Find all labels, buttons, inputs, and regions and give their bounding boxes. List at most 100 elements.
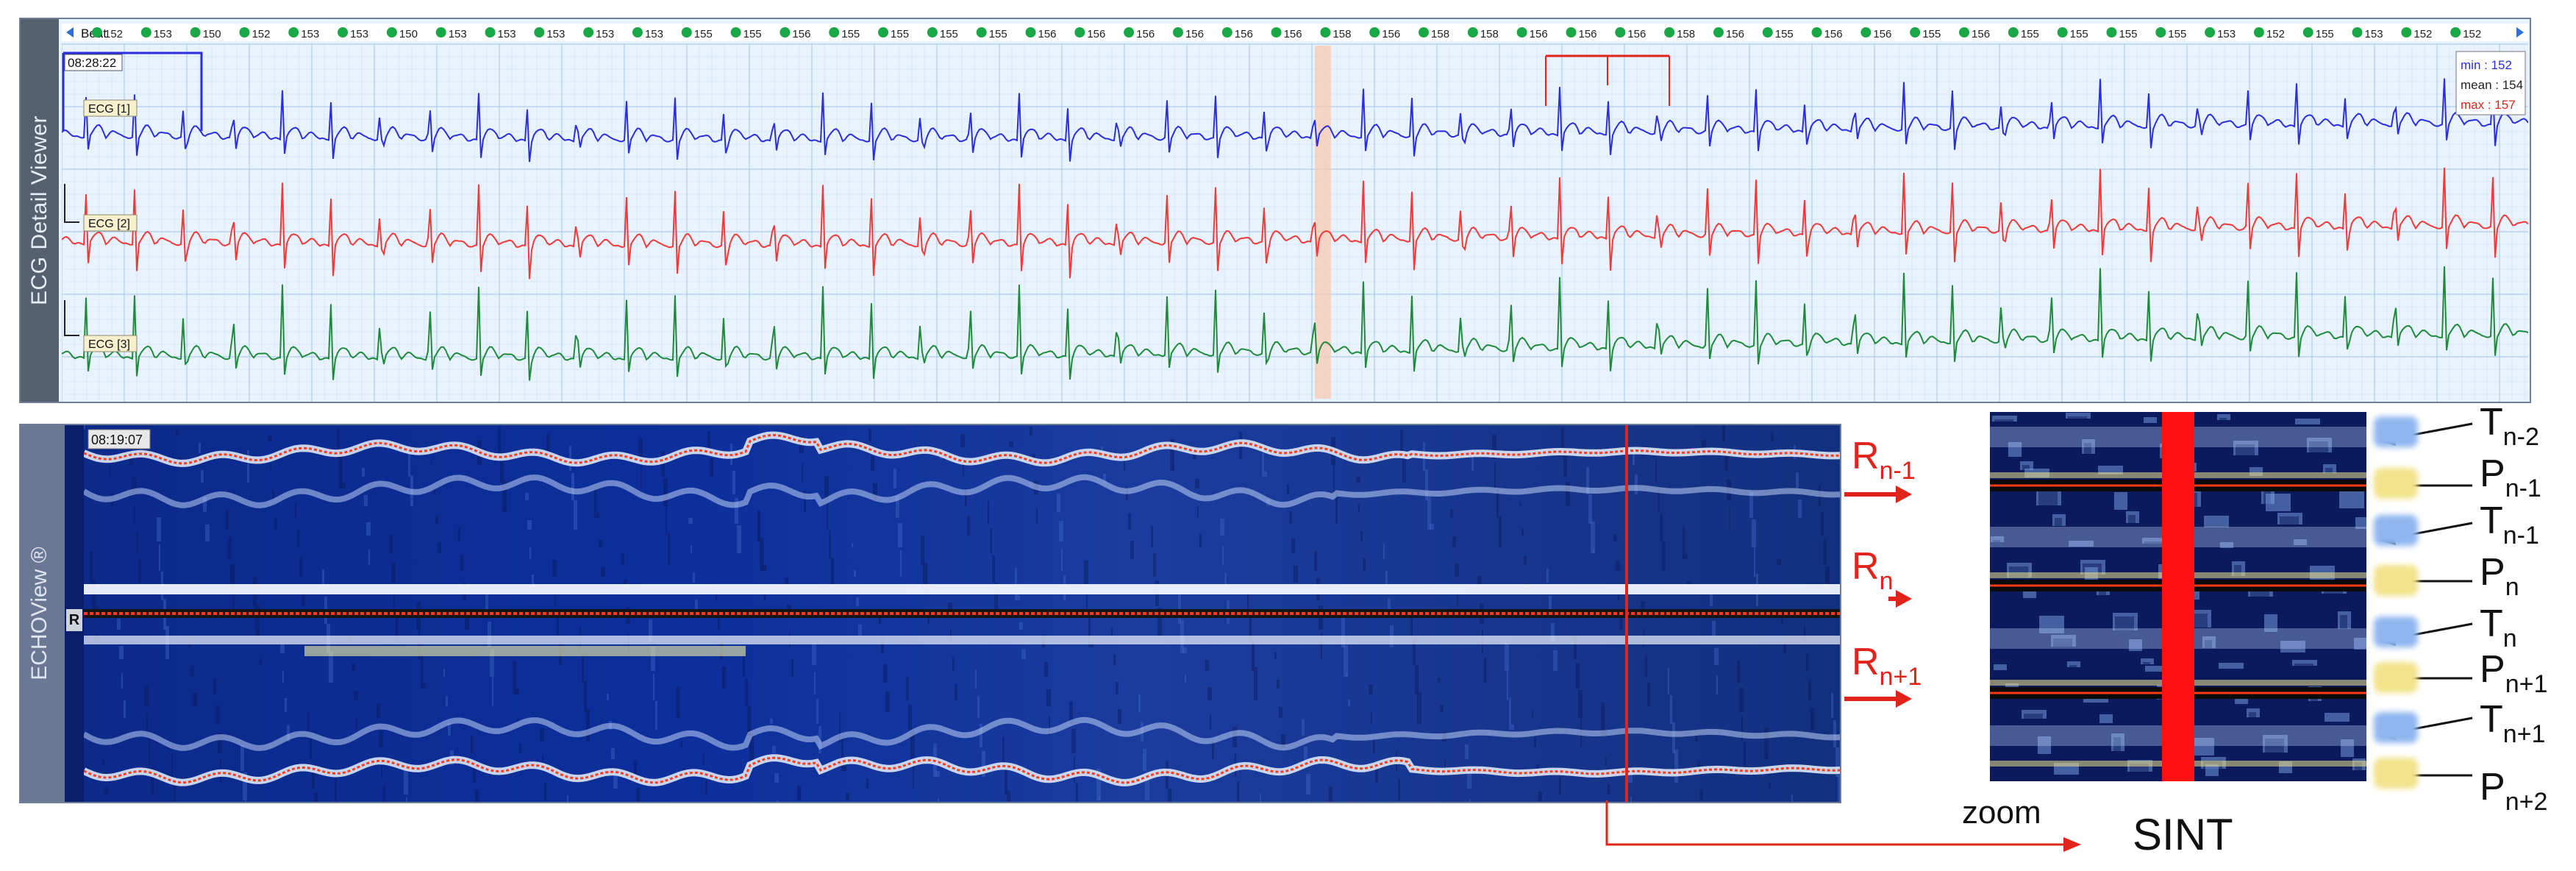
- beat-marker: [140, 27, 151, 38]
- beat-marker: [2253, 27, 2264, 38]
- beat-marker: [829, 27, 840, 38]
- beat-marker: [1419, 27, 1430, 38]
- ecg-trace-1: [62, 78, 2528, 163]
- channel-label-1: ECG [1]: [83, 99, 138, 117]
- p-label-n+1: Pn+1: [2480, 648, 2548, 698]
- ecg-viewer-title: ECG Detail Viewer: [27, 115, 51, 306]
- stat-min: min : 152: [2461, 58, 2512, 72]
- beat-value: 155: [2168, 28, 2186, 40]
- beat-value: 156: [1972, 28, 1990, 40]
- beat-marker: [1811, 27, 1822, 38]
- p-glow-4: [2374, 758, 2418, 789]
- beat-value: 153: [645, 28, 663, 40]
- ecg-traces: [62, 78, 2528, 381]
- echoview-sidebar: ECHOView ®: [21, 425, 65, 802]
- beat-value: 156: [1185, 28, 1204, 40]
- r-label-n: Rn: [1852, 545, 1894, 595]
- svg-text:ECG [1]: ECG [1]: [88, 103, 130, 115]
- beat-value: 152: [251, 28, 270, 40]
- channel-label-3: ECG [3]: [64, 300, 138, 352]
- beat-values: 152 153 150 152 153 153 150 153 153 153 153 153 155 1…: [92, 27, 2481, 40]
- beat-value: 156: [1038, 28, 1057, 40]
- beat-bar-background: [62, 24, 2528, 41]
- p-glow-1: [2374, 468, 2418, 499]
- svg-text:ECG [3]: ECG [3]: [88, 338, 130, 351]
- beat-marker: [435, 27, 446, 38]
- t-label-n: Tn: [2480, 602, 2517, 653]
- beat-marker: [2155, 27, 2166, 38]
- beat-value: 152: [2413, 28, 2432, 40]
- beat-selection-bracket[interactable]: [1545, 54, 1670, 106]
- beat-value: 156: [1627, 28, 1646, 40]
- channel-label-2: ECG [2]: [64, 184, 138, 232]
- ecg-traces-canvas[interactable]: Beat 15215315015215315315015315315315315…: [62, 19, 2528, 402]
- beat-marker: [927, 27, 938, 38]
- beat-value: 155: [694, 28, 713, 40]
- t-glow-3: [2374, 616, 2418, 647]
- beat-value: 155: [841, 28, 860, 40]
- beat-marker: [1516, 27, 1527, 38]
- p-label-n-1: Pn-1: [2480, 452, 2541, 502]
- beat-marker: [534, 27, 545, 38]
- beat-marker: [2352, 27, 2363, 38]
- beat-marker: [1369, 27, 1380, 38]
- beat-value: 150: [399, 28, 418, 40]
- beat-marker: [779, 27, 791, 38]
- beat-bar[interactable]: Beat 15215315015215315315015315315315315…: [62, 24, 2528, 41]
- beat-value: 153: [2365, 28, 2383, 40]
- echo-image[interactable]: 08:19:07: [84, 425, 1840, 802]
- beat-value: 158: [1677, 28, 1695, 40]
- beat-marker: [1959, 27, 1970, 38]
- beat-value: 155: [2316, 28, 2334, 40]
- zoom-label: zoom: [1962, 794, 2041, 831]
- beat-marker: [1615, 27, 1626, 38]
- p-label-n+2: Pn+2: [2480, 766, 2548, 816]
- beat-marker: [338, 27, 349, 38]
- beat-marker: [1762, 27, 1773, 38]
- t-label-n+1: Tn+1: [2480, 698, 2546, 748]
- beat-value: 153: [2217, 28, 2236, 40]
- beat-value: 156: [1136, 28, 1155, 40]
- t-glow-2: [2374, 515, 2418, 546]
- beat-value: 155: [2119, 28, 2137, 40]
- ecg-grid: [62, 43, 2528, 402]
- t-glow-4: [2374, 712, 2418, 743]
- selection-highlight[interactable]: [1315, 46, 1331, 399]
- scroll-left-icon[interactable]: [66, 27, 74, 38]
- beat-value: 152: [2463, 28, 2481, 40]
- echo-time-box: 08:19:07: [88, 429, 151, 449]
- beat-marker: [1320, 27, 1331, 38]
- beat-marker: [2057, 27, 2068, 38]
- beat-value: 156: [1578, 28, 1596, 40]
- beat-marker: [976, 27, 987, 38]
- beat-marker: [1025, 27, 1036, 38]
- beat-value: 155: [743, 28, 762, 40]
- beat-value: 153: [301, 28, 319, 40]
- beat-marker: [1664, 27, 1675, 38]
- beat-value: 158: [1431, 28, 1449, 40]
- beat-value: 156: [1726, 28, 1744, 40]
- beat-marker: [1713, 27, 1724, 38]
- beat-marker: [92, 27, 102, 38]
- beat-value: 156: [1087, 28, 1105, 40]
- t-glow-1: [2374, 416, 2418, 447]
- echoview-title: ECHOView ®: [27, 547, 51, 680]
- beat-marker: [1467, 27, 1478, 38]
- beat-marker: [2205, 27, 2216, 38]
- beat-value: 156: [1284, 28, 1302, 40]
- beat-marker: [2106, 27, 2117, 38]
- sint-zoom-panel: [1990, 412, 2366, 781]
- beat-value: 158: [1480, 28, 1499, 40]
- beat-value: 156: [1530, 28, 1548, 40]
- beat-value: 156: [1873, 28, 1891, 40]
- beat-marker: [190, 27, 201, 38]
- beat-marker: [1074, 27, 1085, 38]
- beat-value: 155: [2021, 28, 2039, 40]
- beat-marker: [239, 27, 250, 38]
- beat-value: 152: [104, 28, 123, 40]
- beat-value: 155: [940, 28, 958, 40]
- scroll-right-icon[interactable]: [2516, 27, 2524, 38]
- ecg-trace-2: [62, 167, 2528, 280]
- beat-value: 156: [792, 28, 810, 40]
- r-arrow-1: [1844, 486, 1912, 503]
